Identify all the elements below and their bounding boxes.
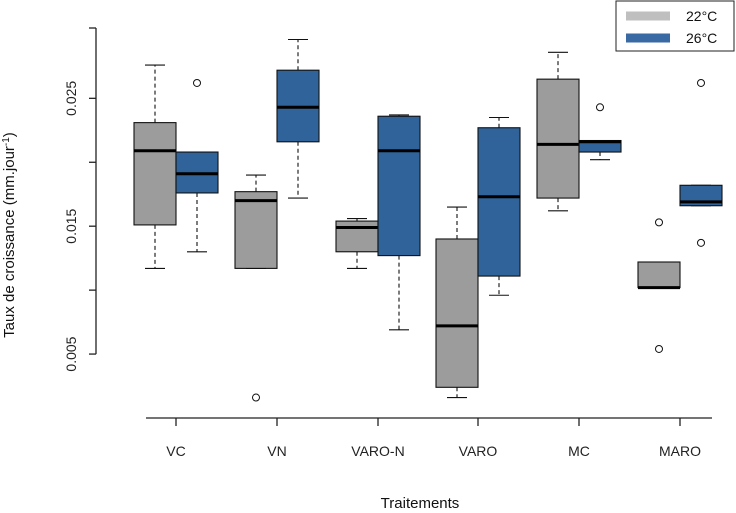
- box-body: [133, 122, 177, 226]
- y-axis-title-superscript: -1: [1, 137, 12, 146]
- y-tick-label: 0.015: [63, 208, 79, 243]
- box-22C-VC: [133, 64, 177, 269]
- x-tick-label: MC: [568, 443, 590, 459]
- x-tick-label: VARO: [459, 443, 498, 459]
- box-26C-MC: [578, 103, 622, 161]
- box-body: [234, 191, 278, 269]
- outlier-point: [252, 393, 260, 402]
- outlier-point: [697, 78, 705, 87]
- y-axis-title-close: ): [1, 132, 18, 137]
- x-tick-label: MARO: [659, 443, 701, 459]
- box-26C-MARO: [679, 78, 723, 247]
- outlier-point: [697, 238, 705, 247]
- outlier-point: [655, 218, 663, 227]
- x-tick-label: VC: [166, 443, 185, 459]
- x-tick-label: VN: [267, 443, 286, 459]
- x-axis-title: Traitements: [381, 495, 460, 512]
- box-26C-VARO-N: [377, 114, 421, 331]
- x-tick-label: VARO-N: [351, 443, 404, 459]
- y-tick-label: 0.005: [63, 336, 79, 371]
- y-axis-title: Taux de croissance (mm.jour-1): [1, 132, 19, 338]
- box-body: [477, 127, 521, 277]
- box-22C-MARO: [637, 218, 681, 353]
- outlier-point: [655, 344, 663, 353]
- box-26C-VN: [276, 38, 320, 199]
- y-axis-title-main: Taux de croissance (mm.jour: [1, 146, 18, 338]
- box-22C-MC: [536, 51, 580, 212]
- outlier-point: [596, 103, 604, 112]
- boxes-layer: [133, 38, 723, 402]
- box-body: [377, 115, 421, 257]
- legend-label: 22°C: [686, 8, 717, 24]
- outlier-point: [193, 78, 201, 87]
- box-26C-VARO: [477, 116, 521, 296]
- box-body: [335, 220, 379, 253]
- legend: 22°C 26°C: [615, 0, 735, 52]
- y-tick-label: 0.025: [63, 81, 79, 116]
- box-26C-VC: [175, 78, 219, 253]
- legend-frame: [615, 0, 735, 52]
- legend-label: 26°C: [686, 30, 717, 46]
- box-body: [536, 78, 580, 199]
- axes-layer: 0.005 0.015 0.025 VC VN VARO-N VARO MC MARO: [63, 27, 712, 459]
- box-body: [435, 238, 479, 388]
- box-22C-VARO-N: [335, 217, 379, 269]
- box-body: [637, 261, 681, 289]
- box-22C-VARO: [435, 206, 479, 399]
- box-22C-VN: [234, 174, 278, 402]
